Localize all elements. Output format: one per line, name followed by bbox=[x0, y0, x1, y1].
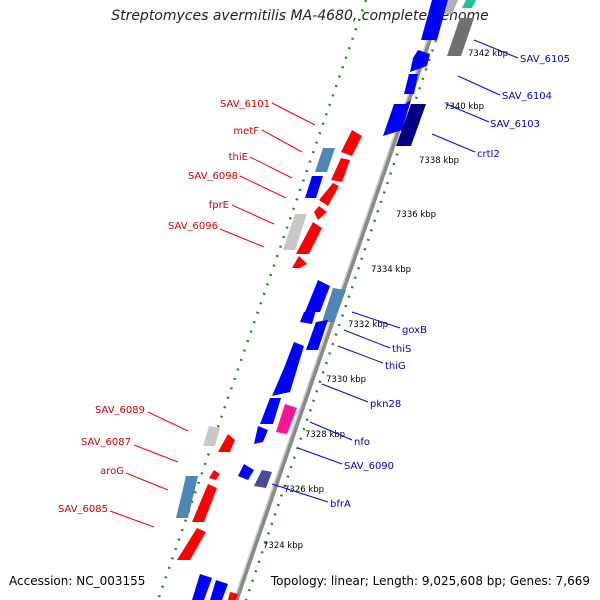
gene-label-right: pkn28 bbox=[370, 399, 401, 410]
gene-label-left: metF bbox=[233, 126, 259, 137]
ruler-tick-label: 7328 kbp bbox=[305, 430, 345, 440]
gene-feature bbox=[283, 214, 307, 250]
ruler-tick-label: 7324 kbp bbox=[263, 541, 303, 551]
leader-line bbox=[125, 472, 169, 491]
leader-line bbox=[297, 447, 343, 465]
leader-line bbox=[473, 39, 519, 59]
leader-line bbox=[343, 329, 391, 349]
gene-feature bbox=[272, 342, 304, 396]
ruler-tick-label: 7336 kbp bbox=[396, 210, 436, 220]
gene-label-right: thiS bbox=[392, 344, 411, 355]
ruler-tick-label: 7326 kbp bbox=[284, 485, 324, 495]
ruler-tick-label: 7338 kbp bbox=[419, 156, 459, 166]
gene-label-left: SAV_6085 bbox=[58, 504, 108, 515]
gene-feature bbox=[300, 310, 316, 324]
leader-line bbox=[133, 444, 179, 463]
gene-feature bbox=[218, 434, 235, 452]
gene-feature bbox=[192, 574, 212, 600]
gene-feature bbox=[410, 50, 430, 72]
gene-features bbox=[176, 0, 476, 600]
leader-line bbox=[321, 383, 369, 403]
ruler-tick-label: 7334 kbp bbox=[371, 265, 411, 275]
gene-feature bbox=[210, 580, 228, 600]
leader-line bbox=[271, 483, 329, 503]
gene-feature bbox=[404, 74, 418, 94]
right-labels: SAV_6105 SAV_6104 SAV_6103 crtI2 goxB th… bbox=[271, 39, 570, 510]
gene-label-left: SAV_6087 bbox=[81, 437, 131, 448]
gene-label-right: nfo bbox=[354, 437, 370, 448]
accession-text: Accession: NC_003155 bbox=[9, 574, 146, 588]
ruler-tick-label: 7330 kbp bbox=[326, 375, 366, 385]
map-title: Streptomyces avermitilis MA-4680, comple… bbox=[111, 8, 489, 24]
gene-feature bbox=[177, 528, 206, 560]
gene-label-left: SAV_6089 bbox=[95, 405, 145, 416]
leader-line bbox=[239, 175, 287, 199]
leader-line bbox=[261, 129, 303, 153]
gene-feature bbox=[192, 484, 217, 522]
leader-line bbox=[337, 345, 384, 364]
leader-line bbox=[147, 411, 189, 432]
gene-label-right: SAV_6103 bbox=[490, 119, 540, 130]
leader-line bbox=[219, 228, 265, 248]
leader-line bbox=[109, 510, 155, 528]
gene-label-right: crtI2 bbox=[477, 149, 500, 160]
gene-feature bbox=[228, 592, 238, 600]
genome-summary-text: Topology: linear; Length: 9,025,608 bp; … bbox=[270, 574, 590, 588]
gene-feature bbox=[322, 288, 346, 322]
gene-feature bbox=[314, 206, 327, 220]
gene-feature bbox=[276, 404, 297, 434]
leader-line bbox=[431, 133, 476, 153]
gene-feature bbox=[296, 222, 322, 254]
gene-feature bbox=[260, 398, 281, 424]
ruler-ticks: 7342 kbp 7340 kbp 7338 kbp 7336 kbp 7334… bbox=[263, 49, 508, 551]
gene-label-left: fprE bbox=[209, 200, 229, 211]
gene-feature bbox=[254, 426, 268, 444]
gene-feature bbox=[331, 158, 350, 182]
gene-feature bbox=[319, 183, 339, 206]
gene-feature bbox=[341, 130, 362, 156]
leader-line bbox=[457, 75, 501, 96]
gene-feature bbox=[383, 100, 411, 136]
gene-label-right: SAV_6105 bbox=[520, 54, 570, 65]
leader-line bbox=[351, 311, 401, 329]
gene-label-right: SAV_6104 bbox=[502, 91, 552, 102]
gene-feature bbox=[238, 464, 254, 480]
gene-feature bbox=[444, 0, 458, 14]
gene-feature bbox=[396, 104, 426, 146]
gene-feature bbox=[176, 476, 198, 518]
ruler-tick-label: 7340 kbp bbox=[444, 102, 484, 112]
gene-label-left: SAV_6098 bbox=[188, 171, 238, 182]
gene-feature bbox=[292, 256, 307, 268]
gene-feature bbox=[447, 18, 474, 56]
gene-feature bbox=[305, 280, 330, 312]
leader-line bbox=[249, 156, 293, 179]
leader-line bbox=[309, 421, 353, 441]
ruler-tick-label: 7342 kbp bbox=[468, 49, 508, 59]
gene-feature bbox=[462, 0, 476, 8]
gene-label-left: SAV_6096 bbox=[168, 221, 218, 232]
leader-line bbox=[445, 103, 490, 123]
gene-label-right: SAV_6090 bbox=[344, 461, 394, 472]
gene-label-left: SAV_6101 bbox=[220, 99, 270, 110]
gene-feature bbox=[421, 0, 448, 40]
gene-feature bbox=[254, 470, 272, 488]
ruler-tick-label: 7332 kbp bbox=[348, 320, 388, 330]
left-labels: SAV_6101 metF thiE SAV_6098 fprE SAV_609… bbox=[58, 99, 316, 528]
gene-feature bbox=[209, 470, 220, 480]
gene-feature bbox=[306, 320, 328, 350]
leader-line bbox=[271, 102, 316, 126]
gene-label-right: thiG bbox=[385, 361, 406, 372]
leader-line bbox=[231, 204, 275, 225]
gene-label-left: thiE bbox=[229, 152, 248, 163]
gene-feature bbox=[305, 176, 323, 198]
gene-label-right: bfrA bbox=[330, 499, 351, 510]
gene-label-left: aroG bbox=[100, 466, 124, 477]
gene-feature bbox=[203, 426, 220, 446]
gene-feature bbox=[315, 148, 335, 172]
gene-label-right: goxB bbox=[402, 325, 427, 336]
